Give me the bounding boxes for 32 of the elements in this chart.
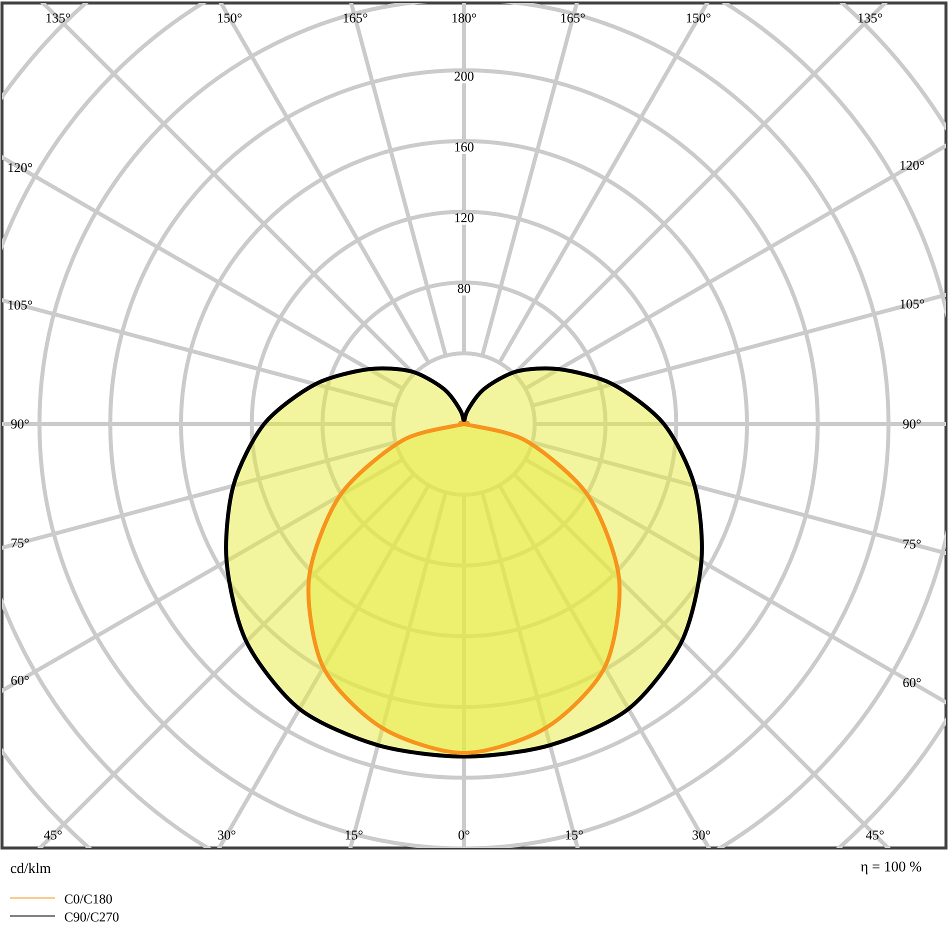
spoke-label: 135°	[46, 14, 70, 22]
spoke-label: 120°	[900, 160, 924, 170]
spoke-label: 105°	[8, 300, 32, 310]
text: cd/klm	[10, 862, 51, 874]
spoke-label: 90°	[11, 420, 29, 428]
spoke-label: 150°	[686, 14, 710, 22]
spoke-label: 150°	[218, 14, 242, 22]
spoke-label: 30°	[692, 830, 710, 840]
y-tick-label: 120	[455, 213, 474, 222]
y-tick-label: 80	[458, 284, 470, 293]
spoke-label: 0°	[458, 830, 470, 840]
spoke-label: 90°	[903, 420, 921, 428]
spoke-label: 30°	[218, 830, 236, 840]
y-tick-label: 160	[455, 142, 474, 152]
spoke-label: 45°	[44, 830, 62, 840]
spoke-label: 75°	[904, 540, 921, 549]
spoke-label: 135°	[858, 14, 882, 22]
spoke-label: 105°	[900, 299, 924, 308]
spoke-label: 120°	[8, 163, 32, 172]
legend-label: C90/C270	[64, 912, 119, 922]
spoke-label: 165°	[561, 14, 585, 22]
spoke-label: 180°	[452, 14, 476, 22]
spoke-label: 165°	[344, 14, 368, 22]
spoke-label: 15°	[346, 830, 363, 840]
spoke-label: 60°	[11, 676, 29, 685]
legend-label: C0/C180	[64, 894, 112, 904]
y-tick-label: 200	[454, 72, 474, 81]
spoke-label: 75°	[12, 538, 29, 548]
spoke-label: 45°	[866, 830, 884, 840]
text: η = 100 %	[860, 862, 922, 874]
spoke-label: 60°	[903, 678, 921, 688]
spoke-label: 15°	[566, 830, 583, 840]
